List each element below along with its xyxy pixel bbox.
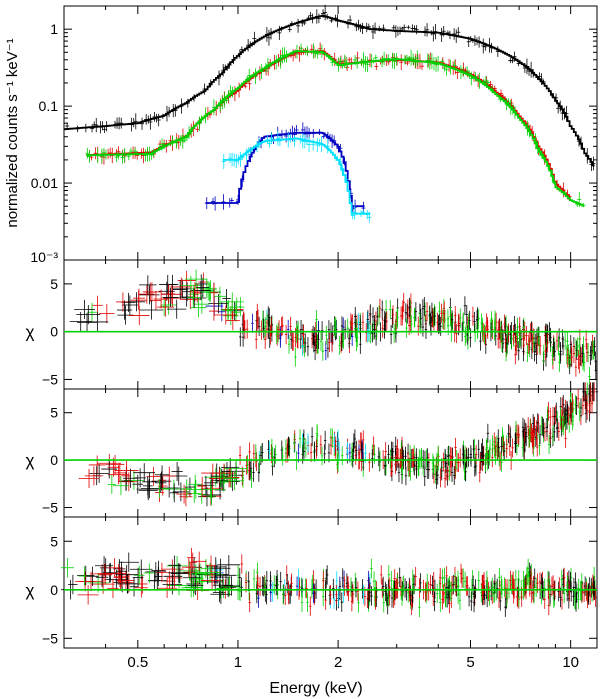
- residual-panel-1: −5 0 5 χ: [26, 259, 598, 390]
- x-tick-label: 0.5: [127, 654, 148, 671]
- series-green: [85, 43, 586, 208]
- y-tick-label: 10⁻³: [30, 249, 58, 265]
- y-axis-label: normalized counts s⁻¹ keV⁻¹: [4, 38, 21, 227]
- residual-panel-3: −5 0 5 χ: [26, 516, 598, 649]
- y-tick-label: 5: [50, 533, 58, 549]
- x-tick-label: 2: [334, 654, 342, 671]
- y-tick-label: 0.01: [31, 175, 58, 191]
- model-green: [86, 50, 585, 207]
- y-tick-label: −5: [42, 500, 58, 516]
- y-tick-label: 5: [50, 405, 58, 421]
- series-red: [86, 42, 572, 200]
- spectrum-panel: 10⁻³ 0.01 0.1 1 normalized counts s⁻¹ keV⁻¹: [4, 4, 598, 265]
- x-tick-label: 1: [234, 654, 242, 671]
- y-axis-label: χ: [26, 581, 35, 600]
- model-cyan: [222, 137, 371, 215]
- y-axis-label: χ: [26, 451, 35, 470]
- residual-panel-2: −5 0 5 χ: [26, 382, 599, 518]
- y-tick-label: 0.1: [39, 98, 59, 114]
- panel-frame: [63, 516, 598, 649]
- y-tick-label: 0: [50, 582, 58, 598]
- model-blue: [205, 131, 365, 208]
- y-tick-label: −5: [42, 630, 58, 646]
- y-tick-label: 1: [50, 21, 58, 37]
- y-tick-label: 0: [50, 452, 58, 468]
- panel-frame: [63, 259, 598, 390]
- series-cyan: [221, 131, 372, 223]
- series-black: [64, 4, 596, 172]
- residual-points: [78, 382, 599, 507]
- y-tick-label: 0: [50, 324, 58, 340]
- x-tick-labels: 0.5 1 2 5 10: [127, 654, 579, 671]
- panel-frame: [63, 5, 598, 261]
- x-tick-label: 10: [562, 654, 579, 671]
- model-black: [64, 14, 595, 167]
- y-tick-label: −5: [42, 371, 58, 387]
- y-axis-label: χ: [26, 323, 35, 342]
- x-axis-label: Energy (keV): [269, 680, 362, 697]
- y-tick-label: 5: [50, 276, 58, 292]
- residual-points: [60, 548, 597, 618]
- residual-points: [69, 269, 598, 386]
- x-tick-label: 5: [466, 654, 474, 671]
